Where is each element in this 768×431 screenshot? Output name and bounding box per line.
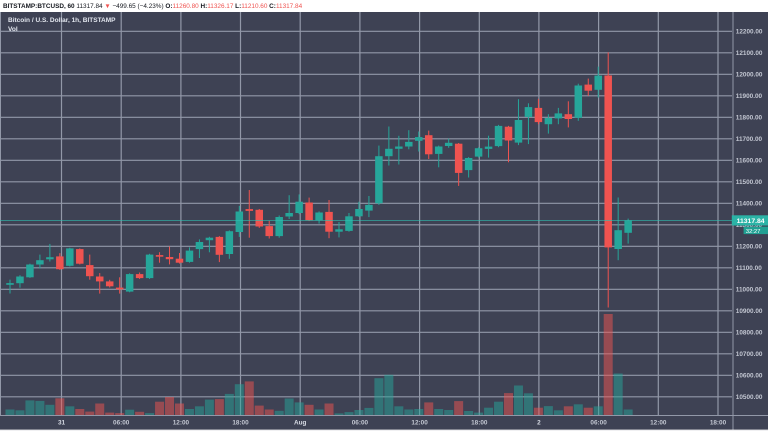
svg-text:12:00: 12:00 [411, 420, 428, 427]
svg-text:06:00: 06:00 [113, 420, 130, 427]
svg-text:31: 31 [58, 420, 66, 427]
svg-text:18:00: 18:00 [232, 420, 249, 427]
svg-text:11100.00: 11100.00 [736, 265, 762, 272]
svg-text:Vol: Vol [8, 26, 18, 33]
svg-text:12000.00: 12000.00 [736, 72, 763, 79]
svg-text:BITSTAMP:BTCUSD, 60 11317.84 ▼: BITSTAMP:BTCUSD, 60 11317.84 ▼ −499.65 (… [3, 3, 303, 10]
svg-text:11600.00: 11600.00 [736, 158, 763, 165]
svg-text:11500.00: 11500.00 [736, 179, 763, 186]
svg-text:12100.00: 12100.00 [736, 50, 763, 57]
svg-text:10500.00: 10500.00 [736, 394, 763, 401]
svg-text:11700.00: 11700.00 [736, 136, 763, 143]
svg-text:11300.00: 11300.00 [736, 222, 763, 229]
svg-text:06:00: 06:00 [590, 420, 607, 427]
svg-text:18:00: 18:00 [471, 420, 488, 427]
svg-text:11900.00: 11900.00 [736, 93, 763, 100]
svg-text:12200.00: 12200.00 [736, 29, 763, 36]
svg-text:Bitcoin / U.S. Dollar, 1h, BIT: Bitcoin / U.S. Dollar, 1h, BITSTAMP [8, 17, 116, 24]
svg-text:11200.00: 11200.00 [736, 244, 763, 251]
svg-text:18:00: 18:00 [710, 420, 727, 427]
svg-text:10700.00: 10700.00 [736, 351, 763, 358]
svg-text:11800.00: 11800.00 [736, 115, 763, 122]
svg-text:2: 2 [537, 420, 541, 427]
svg-text:10900.00: 10900.00 [736, 308, 763, 315]
svg-text:12:00: 12:00 [173, 420, 190, 427]
svg-text:11317.84: 11317.84 [737, 218, 765, 225]
svg-text:10800.00: 10800.00 [736, 330, 763, 337]
svg-text:12:00: 12:00 [650, 420, 667, 427]
svg-text:06:00: 06:00 [352, 420, 369, 427]
svg-text:10600.00: 10600.00 [736, 373, 763, 380]
svg-text:11400.00: 11400.00 [736, 201, 763, 208]
svg-text:32:27: 32:27 [746, 229, 761, 235]
svg-text:11000.00: 11000.00 [736, 287, 763, 294]
svg-text:Aug: Aug [294, 420, 307, 427]
